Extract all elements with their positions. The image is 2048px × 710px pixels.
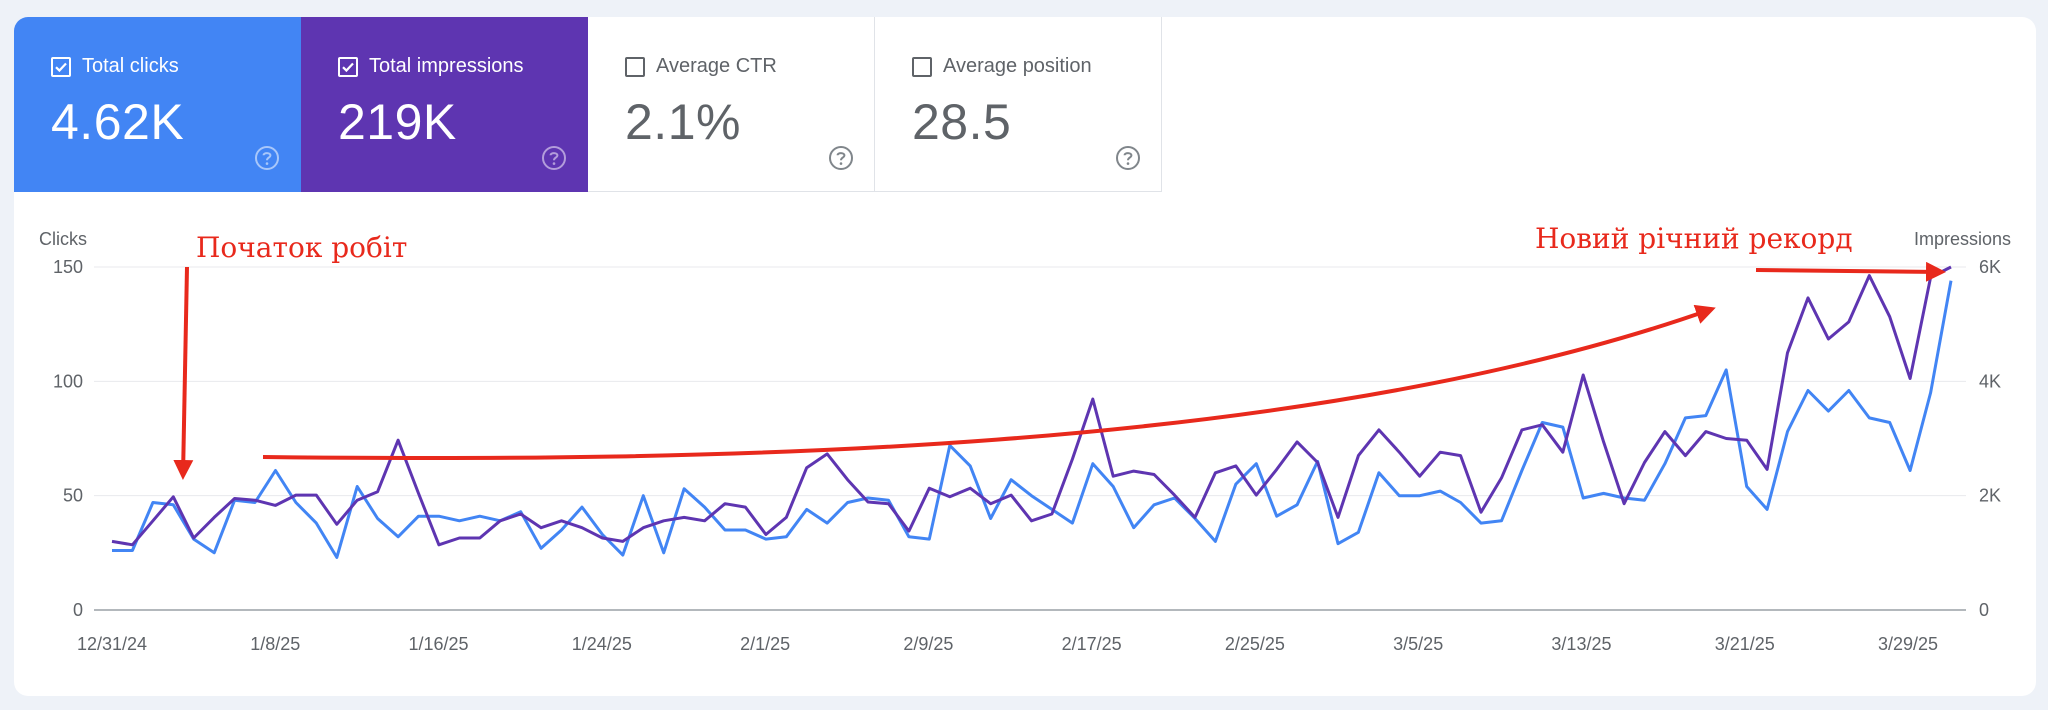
- series-line-total-clicks: [112, 280, 1953, 559]
- x-tick-label: 3/13/25: [1551, 634, 1611, 654]
- x-tick-label: 3/21/25: [1715, 634, 1775, 654]
- right-tick-label: 2K: [1979, 486, 2001, 506]
- card-value: 219K: [338, 94, 457, 150]
- x-axis: 12/31/24 1/8/25 1/16/25 1/24/25 2/1/25 2/9/25…: [77, 634, 1938, 654]
- right-tick-label: 0: [1979, 600, 1989, 620]
- left-tick-label: 150: [53, 257, 83, 277]
- left-axis-title: Clicks: [39, 229, 87, 249]
- x-tick-label: 1/8/25: [250, 634, 300, 654]
- help-icon[interactable]: [541, 145, 567, 171]
- checkbox-unchecked-icon[interactable]: [625, 56, 645, 77]
- card-label: Average position: [943, 55, 1092, 77]
- right-axis: 0 2K 4K 6K: [1979, 257, 2001, 620]
- chart-gridlines: [94, 266, 1966, 497]
- checkbox-checked-icon[interactable]: [338, 56, 358, 77]
- x-tick-label: 1/16/25: [409, 634, 469, 654]
- annotations: Початок робіт Новий річний рекорд: [173, 222, 1946, 480]
- card-average-ctr[interactable]: Average CTR 2.1%: [588, 17, 875, 192]
- checkbox-checked-icon[interactable]: [51, 56, 71, 77]
- annotation-start-arrow: [173, 266, 194, 480]
- card-value: 2.1%: [625, 94, 741, 150]
- card-label: Average CTR: [656, 55, 777, 77]
- x-tick-label: 1/24/25: [572, 634, 632, 654]
- card-total-impressions[interactable]: Total impressions 219K: [301, 17, 588, 192]
- help-icon[interactable]: [254, 145, 280, 171]
- series-line-total-impressions: [111, 265, 1952, 547]
- x-tick-label: 2/1/25: [740, 634, 790, 654]
- card-average-position[interactable]: Average position 28.5: [875, 17, 1162, 192]
- card-value: 4.62K: [51, 94, 185, 150]
- x-tick-label: 3/29/25: [1878, 634, 1938, 654]
- metric-cards: Total clicks 4.62K Total impressions 219…: [14, 17, 1162, 192]
- annotation-record-text: Новий річний рекорд: [1535, 222, 1853, 255]
- card-value: 28.5: [912, 94, 1012, 150]
- left-tick-label: 0: [73, 600, 83, 620]
- right-axis-title: Impressions: [1914, 229, 2011, 249]
- annotation-start-text: Початок робіт: [196, 231, 407, 264]
- card-label: Total impressions: [369, 55, 524, 77]
- right-tick-label: 4K: [1979, 371, 2001, 391]
- performance-panel: Total clicks 4.62K Total impressions 219…: [14, 17, 2036, 696]
- right-tick-label: 6K: [1979, 257, 2001, 277]
- checkbox-unchecked-icon[interactable]: [912, 56, 932, 77]
- help-icon[interactable]: [828, 145, 854, 171]
- annotation-trend-arrow: [262, 304, 1716, 461]
- x-tick-label: 12/31/24: [77, 634, 147, 654]
- card-label: Total clicks: [82, 55, 179, 77]
- left-tick-label: 50: [63, 486, 83, 506]
- x-tick-label: 2/17/25: [1062, 634, 1122, 654]
- left-axis: 0 50 100 150: [53, 257, 83, 620]
- annotation-record-arrow: [1755, 261, 1946, 282]
- card-total-clicks[interactable]: Total clicks 4.62K: [14, 17, 301, 192]
- help-icon[interactable]: [1115, 145, 1141, 171]
- chart-series: [111, 265, 1953, 559]
- x-tick-label: 2/9/25: [903, 634, 953, 654]
- x-tick-label: 3/5/25: [1393, 634, 1443, 654]
- left-tick-label: 100: [53, 371, 83, 391]
- x-tick-label: 2/25/25: [1225, 634, 1285, 654]
